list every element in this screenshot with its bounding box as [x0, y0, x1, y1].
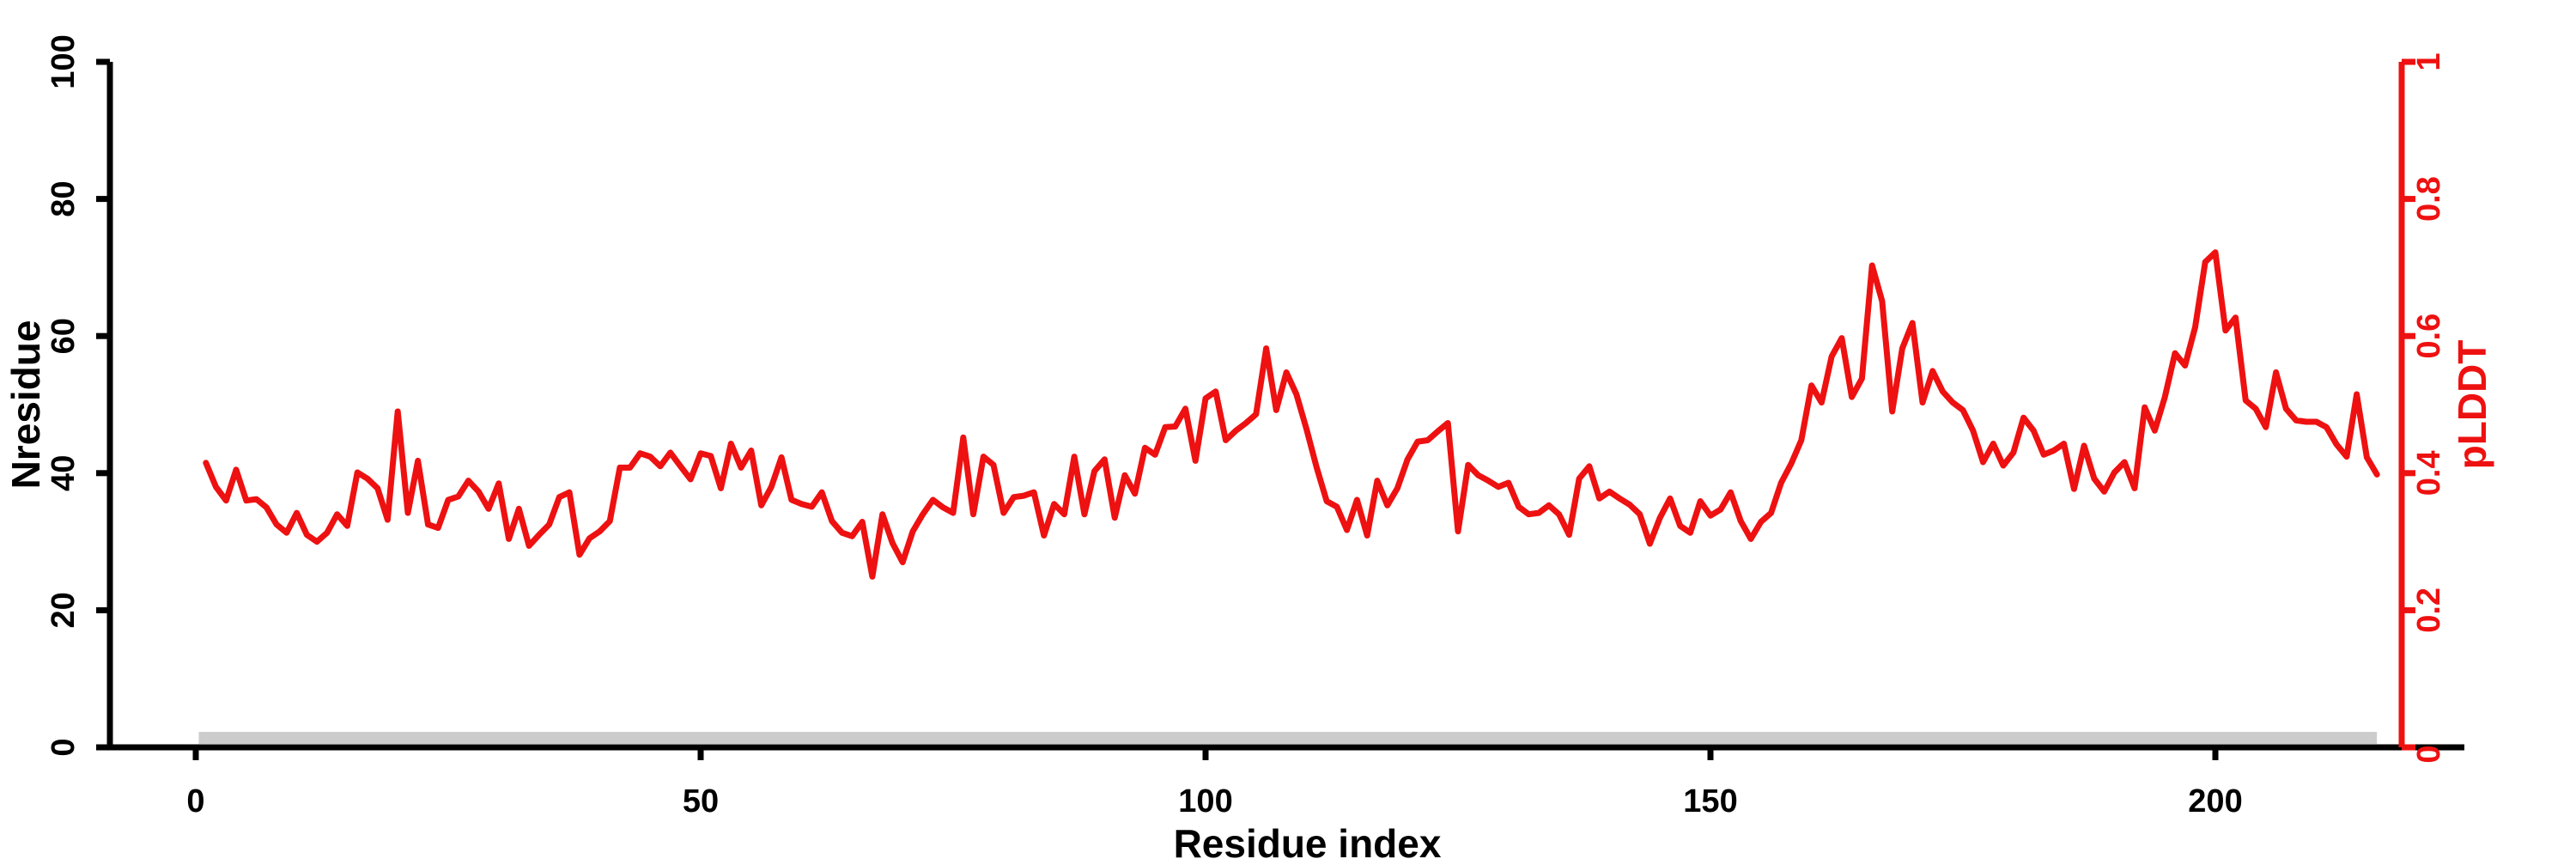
right-axis-tick-label: 0.6 — [2411, 314, 2447, 359]
right-axis-tick-label: 0 — [2411, 745, 2447, 763]
right-axis-tick-label: 0.2 — [2411, 588, 2447, 633]
left-axis-title: Nresidue — [3, 320, 48, 490]
right-axis-tick-label: 0.4 — [2411, 450, 2447, 496]
left-axis-tick-label: 60 — [46, 318, 82, 354]
left-axis-tick-label: 20 — [46, 592, 82, 628]
right-axis-tick-label: 1 — [2411, 52, 2447, 70]
x-axis-title: Residue index — [1174, 821, 1442, 859]
right-axis-tick-label: 0.8 — [2411, 176, 2447, 222]
x-axis-tick-label: 50 — [683, 783, 719, 819]
left-axis-tick-label: 40 — [46, 455, 82, 491]
baseline-band — [198, 732, 2378, 744]
left-axis-tick-label: 100 — [46, 34, 82, 88]
left-axis-tick-label: 0 — [46, 738, 82, 756]
x-axis-tick-label: 150 — [1683, 783, 1737, 819]
left-axis-tick-label: 80 — [46, 180, 82, 216]
x-axis-tick-label: 100 — [1178, 783, 1232, 819]
x-axis-tick-label: 0 — [186, 783, 204, 819]
x-axis-tick-label: 200 — [2188, 783, 2242, 819]
plddt-line — [203, 249, 2380, 580]
right-axis-title: pLDDT — [2450, 340, 2494, 470]
